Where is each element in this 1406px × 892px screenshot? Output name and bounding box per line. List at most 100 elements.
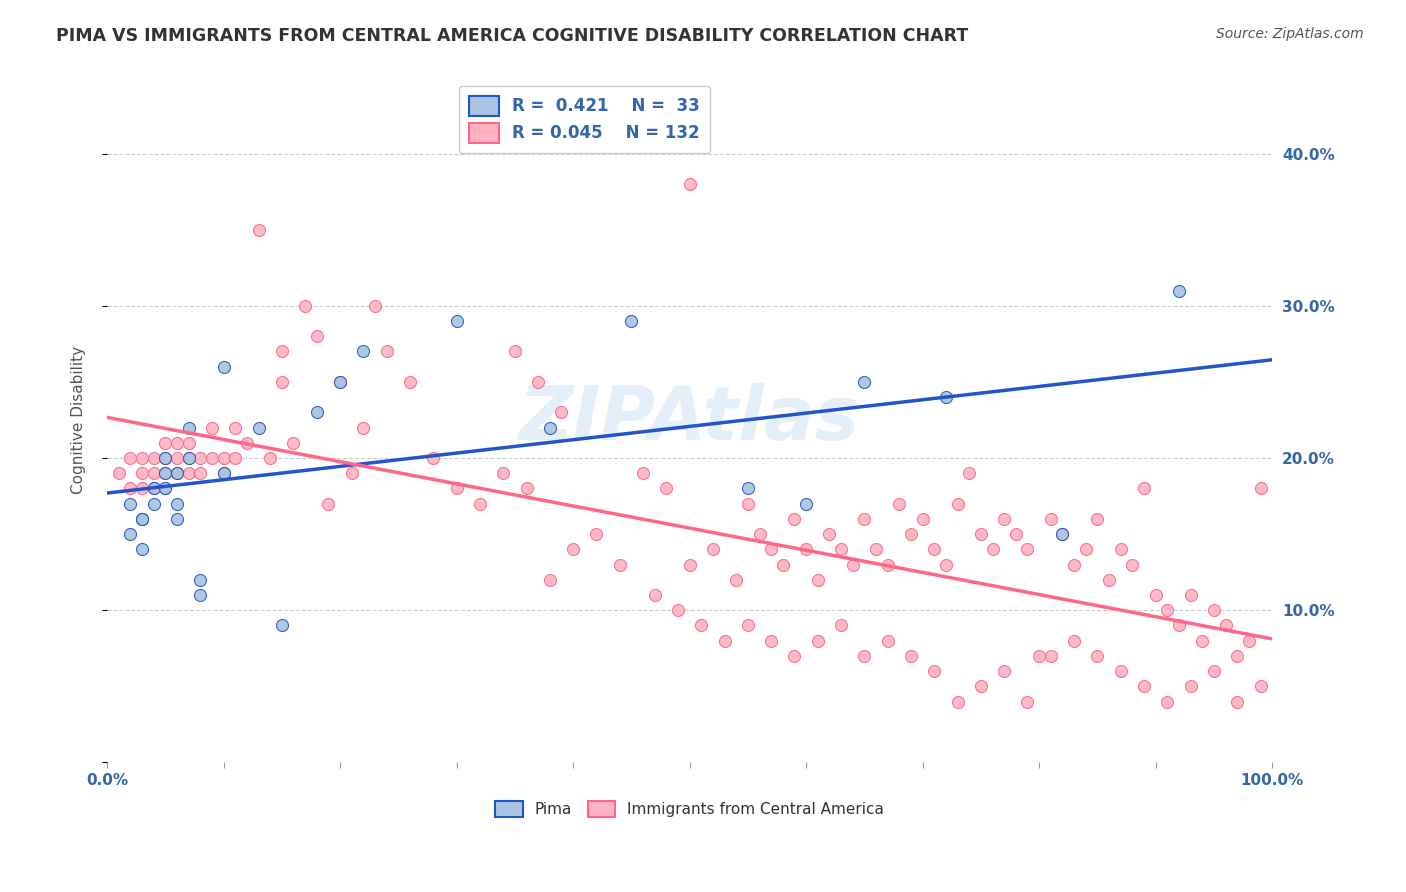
Point [155,482,177,496]
Y-axis label: Cognitive Disability: Cognitive Disability [72,346,86,494]
Point [609,558,631,572]
Text: Source: ZipAtlas.com: Source: ZipAtlas.com [1216,27,1364,41]
Point [1180,679,1202,693]
Point [1074,542,1097,557]
Point [900,527,922,541]
Point [131,450,153,465]
Point [131,542,153,557]
Point [142,450,165,465]
Point [1202,664,1225,678]
Point [1202,603,1225,617]
Point [188,573,211,587]
Point [503,344,526,359]
Point [294,299,316,313]
Point [550,405,572,419]
Point [1052,527,1074,541]
Point [177,450,200,465]
Point [247,420,270,434]
Point [270,375,292,389]
Point [1144,588,1167,602]
Point [224,450,246,465]
Point [1133,679,1156,693]
Point [375,344,398,359]
Point [247,222,270,236]
Point [1109,542,1132,557]
Point [981,542,1004,557]
Point [1039,512,1062,526]
Point [131,482,153,496]
Point [970,527,993,541]
Point [807,573,830,587]
Point [468,497,491,511]
Point [212,467,235,481]
Point [120,527,142,541]
Point [1052,527,1074,541]
Point [364,299,387,313]
Point [1087,648,1109,663]
Point [166,512,188,526]
Point [748,527,770,541]
Point [188,450,211,465]
Point [177,435,200,450]
Point [446,482,468,496]
Point [946,694,969,708]
Point [142,482,165,496]
Point [725,573,748,587]
Point [922,664,945,678]
Point [318,497,340,511]
Point [1005,527,1028,541]
Point [889,497,911,511]
Point [585,527,607,541]
Point [236,435,259,450]
Point [783,648,806,663]
Point [212,467,235,481]
Point [212,450,235,465]
Point [212,359,235,374]
Point [759,633,782,648]
Point [772,558,794,572]
Point [538,573,561,587]
Point [900,648,922,663]
Point [631,467,654,481]
Point [166,467,188,481]
Point [807,633,830,648]
Point [666,603,689,617]
Point [515,482,537,496]
Point [818,527,841,541]
Point [1098,573,1121,587]
Point [352,420,374,434]
Text: PIMA VS IMMIGRANTS FROM CENTRAL AMERICA COGNITIVE DISABILITY CORRELATION CHART: PIMA VS IMMIGRANTS FROM CENTRAL AMERICA … [56,27,969,45]
Point [922,542,945,557]
Point [283,435,305,450]
Point [329,375,352,389]
Point [188,467,211,481]
Point [1191,633,1213,648]
Point [155,482,177,496]
Point [188,588,211,602]
Point [1250,679,1272,693]
Point [911,512,934,526]
Point [853,375,876,389]
Point [993,512,1015,526]
Point [1156,694,1178,708]
Point [1039,648,1062,663]
Point [177,450,200,465]
Point [1121,558,1143,572]
Point [155,450,177,465]
Point [935,390,957,404]
Point [1215,618,1237,632]
Point [177,420,200,434]
Point [1250,482,1272,496]
Point [177,467,200,481]
Point [1017,542,1039,557]
Point [305,329,328,343]
Point [422,450,444,465]
Point [399,375,422,389]
Point [155,467,177,481]
Point [270,344,292,359]
Point [201,450,224,465]
Point [702,542,724,557]
Point [201,420,224,434]
Point [166,467,188,481]
Point [1028,648,1050,663]
